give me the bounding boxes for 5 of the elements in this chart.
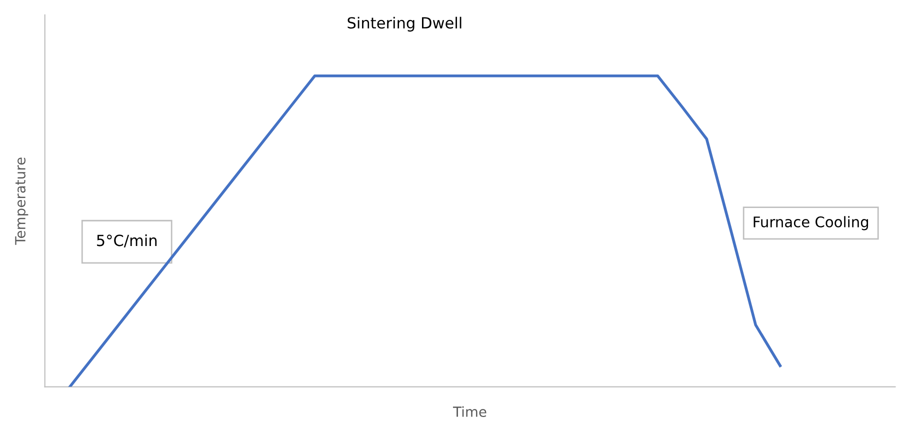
text: Sintering Dwell [348,16,462,32]
x-axis-title: Time [452,406,486,418]
annotation: Furnace Cooling [754,216,868,230]
y-axis-title: Temperature [15,158,28,245]
annotation: 5°C/min [97,234,157,248]
